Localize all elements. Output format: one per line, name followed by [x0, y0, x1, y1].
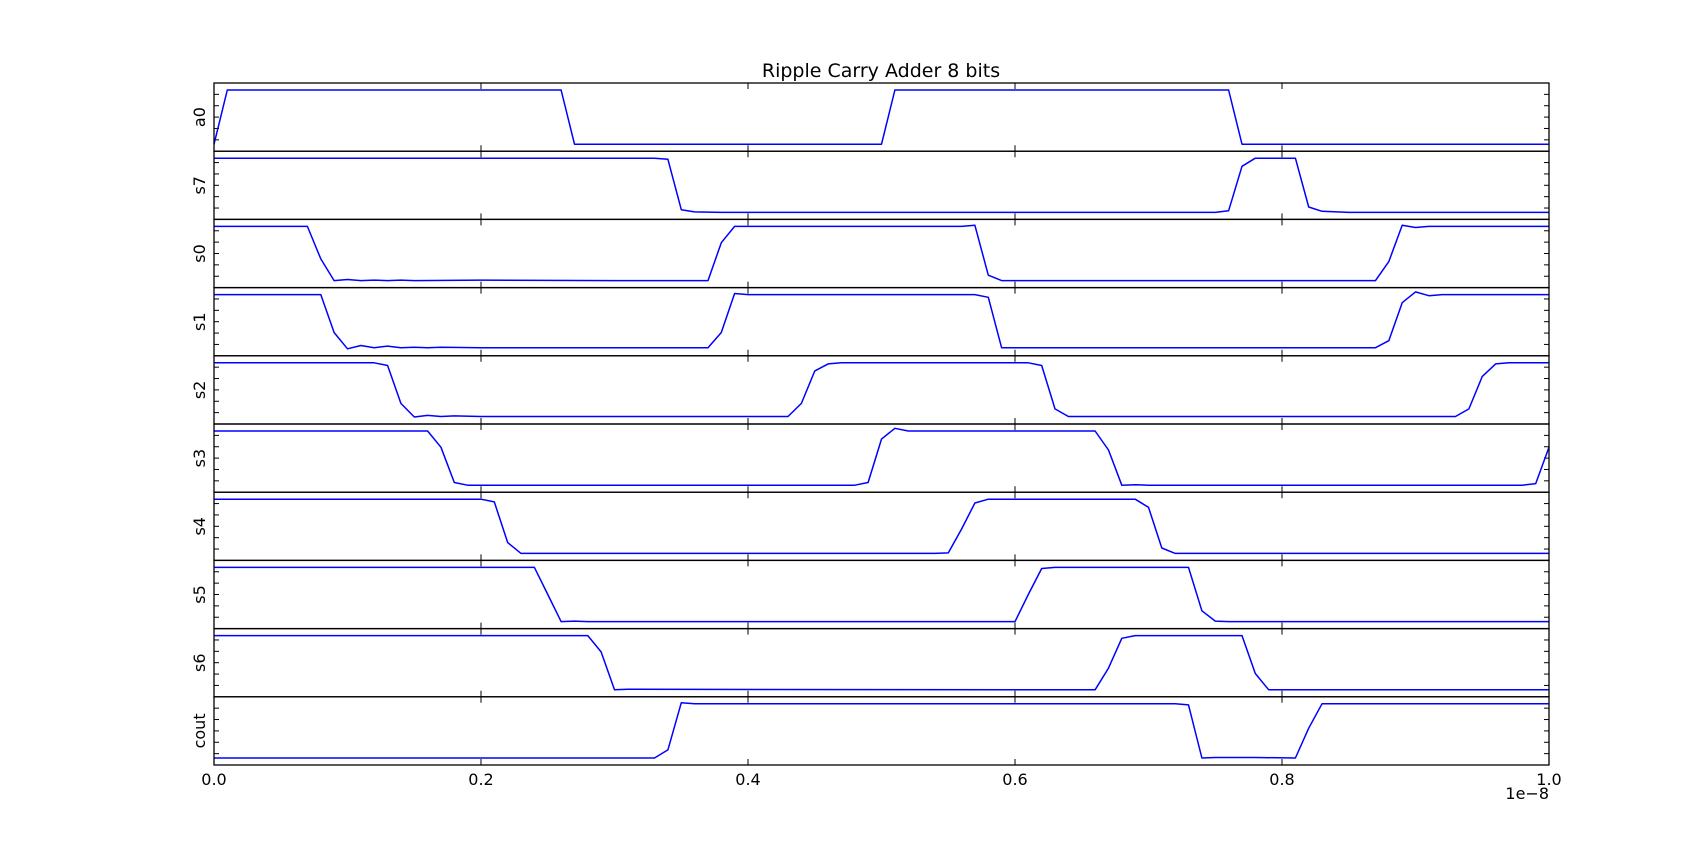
- x-tick-label: 0.2: [468, 770, 493, 789]
- x-tick-label: 0.8: [1269, 770, 1294, 789]
- y-axis-label-s5: s5: [190, 585, 209, 604]
- series-line-s4: [214, 498, 1549, 555]
- series-line-s0: [214, 224, 1549, 282]
- series-line-s1: [214, 291, 1549, 350]
- x-tick-label: 0.0: [201, 770, 226, 789]
- series-line-s6: [214, 634, 1549, 691]
- series-line-s2: [214, 362, 1549, 418]
- y-axis-label-s4: s4: [190, 517, 209, 536]
- subplot-stack: a0 s7 s0 s1 s2 s3 s4 s5 s6 cout: [190, 82, 1550, 766]
- series-line-s7: [214, 157, 1549, 214]
- series-line-cout: [214, 701, 1549, 759]
- y-axis-label-s7: s7: [190, 176, 209, 195]
- subplot-frame: [213, 696, 1550, 766]
- y-axis-label-s6: s6: [190, 653, 209, 672]
- x-axis-offset-label: 1e−8: [1505, 784, 1549, 803]
- x-axis: 0.0 0.2 0.4 0.6 0.8 1.0: [201, 770, 1561, 789]
- y-axis-label-s3: s3: [190, 449, 209, 468]
- y-axis-label-a0: a0: [190, 107, 209, 127]
- series-line-s5: [214, 566, 1549, 623]
- x-tick-label: 1.0: [1536, 770, 1561, 789]
- chart-title: Ripple Carry Adder 8 bits: [762, 60, 1000, 82]
- x-tick-label: 0.4: [735, 770, 760, 789]
- y-axis-label-s1: s1: [190, 312, 209, 331]
- x-tick-label: 0.6: [1002, 770, 1027, 789]
- y-axis-label-s2: s2: [190, 381, 209, 400]
- series-line-a0: [213, 89, 1549, 145]
- series-line-s3: [214, 427, 1550, 486]
- y-axis-label-cout: cout: [190, 713, 209, 748]
- subplot-cout: cout: [190, 696, 1550, 766]
- y-axis-label-s0: s0: [190, 244, 209, 263]
